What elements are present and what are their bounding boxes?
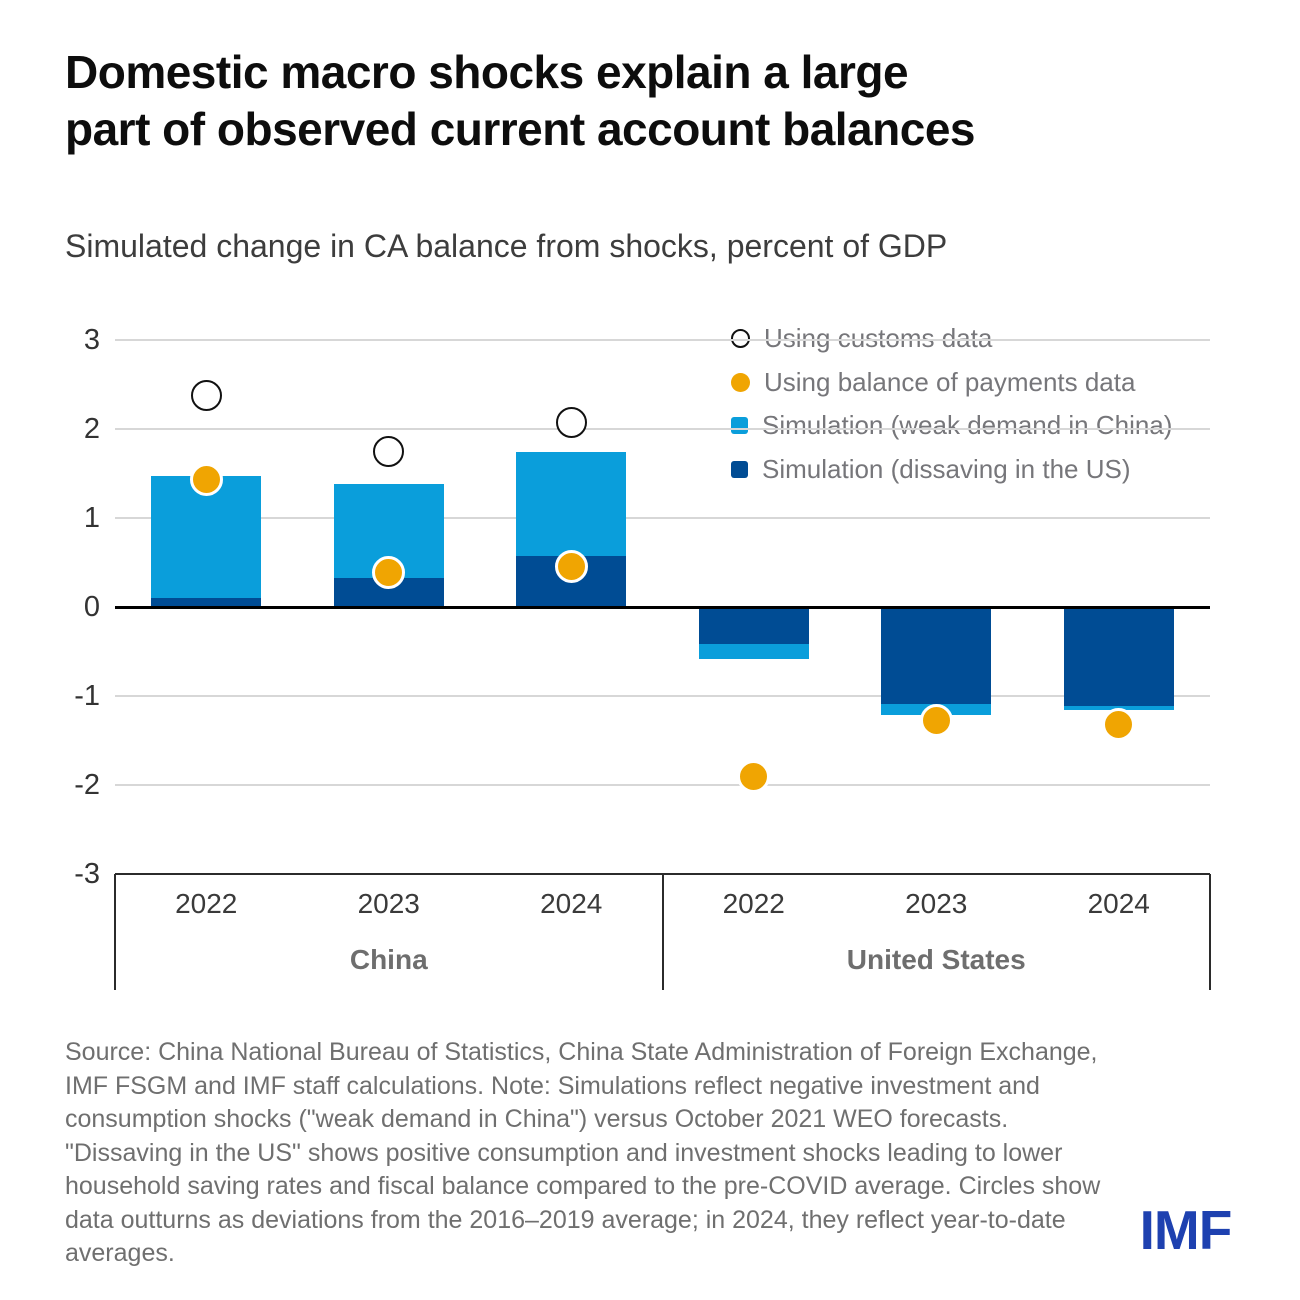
customs-data-point	[373, 435, 405, 467]
axis-group-label: China	[349, 944, 428, 975]
bar-segment	[698, 607, 809, 645]
customs-data-point	[555, 407, 587, 439]
figure-title: Domestic macro shocks explain a large pa…	[65, 44, 976, 158]
y-tick-label: 2	[83, 413, 100, 445]
legend-item-label: Simulation (dissaving in the US)	[762, 453, 1131, 484]
gridline	[115, 428, 1210, 430]
bar-segment	[1063, 705, 1174, 711]
bar-segment	[151, 598, 262, 607]
bar-segment	[333, 484, 444, 578]
y-tick-label: -2	[74, 769, 100, 801]
bar-segment	[881, 607, 992, 704]
customs-data-point	[190, 379, 222, 411]
legend-item-label: Simulation (weak demand in China)	[762, 410, 1173, 440]
bop-data-point	[189, 463, 223, 497]
bar-segment	[1063, 607, 1174, 706]
y-tick-label: 3	[83, 324, 100, 356]
figure-title-line2: part of observed current account balance…	[65, 103, 976, 155]
bop-data-point	[919, 704, 953, 738]
x-tick-label: 2023	[905, 888, 968, 919]
bar-segment	[516, 556, 627, 607]
open-circle-icon	[731, 329, 750, 348]
filled-circle-icon	[731, 372, 750, 392]
legend-item-label: Using balance of payments data	[764, 366, 1136, 397]
imf-logo: IMF	[1139, 1199, 1233, 1261]
square-light-blue-icon	[731, 417, 748, 434]
bar-segment	[516, 452, 627, 557]
figure-title-line1: Domestic macro shocks explain a large	[65, 46, 909, 98]
x-tick-label: 2024	[1087, 888, 1150, 919]
legend-item-label: Using customs data	[764, 323, 993, 353]
legend-item: Using customs data	[731, 317, 992, 360]
axis-separator	[661, 874, 664, 990]
gridline	[115, 517, 1210, 519]
legend-item: Simulation (dissaving in the US)	[731, 448, 1131, 491]
x-axis-baseline	[115, 873, 1210, 875]
figure-subtitle: Simulated change in CA balance from shoc…	[65, 228, 948, 264]
axis-separator	[114, 874, 116, 990]
bar-segment	[151, 476, 262, 599]
x-tick-label: 2023	[357, 888, 420, 919]
gridline	[115, 339, 1210, 341]
y-tick-label: 1	[83, 502, 100, 534]
axis-group-label: United States	[846, 944, 1026, 975]
x-tick-label: 2022	[722, 888, 785, 919]
zero-line	[115, 606, 1210, 609]
bar-segment	[881, 704, 992, 715]
bop-data-point	[554, 550, 588, 584]
legend-item: Simulation (weak demand in China)	[731, 404, 1172, 447]
gridline	[115, 695, 1210, 697]
gridline	[115, 784, 1210, 786]
source-note: Source: China National Bureau of Statist…	[65, 1038, 1101, 1267]
x-tick-label: 2024	[540, 888, 603, 919]
square-dark-blue-icon	[731, 460, 748, 478]
bar-segment	[698, 644, 809, 659]
bop-data-point	[1102, 707, 1136, 741]
bar-segment	[333, 577, 444, 607]
x-tick-label: 2022	[175, 888, 238, 919]
y-tick-label: -3	[74, 858, 100, 890]
legend-item: Using balance of payments data	[731, 361, 1135, 404]
bop-data-point	[372, 555, 406, 589]
bop-data-point	[737, 759, 771, 793]
y-tick-label: -1	[74, 680, 100, 712]
y-tick-label: 0	[83, 591, 100, 623]
axis-separator	[1209, 874, 1211, 990]
